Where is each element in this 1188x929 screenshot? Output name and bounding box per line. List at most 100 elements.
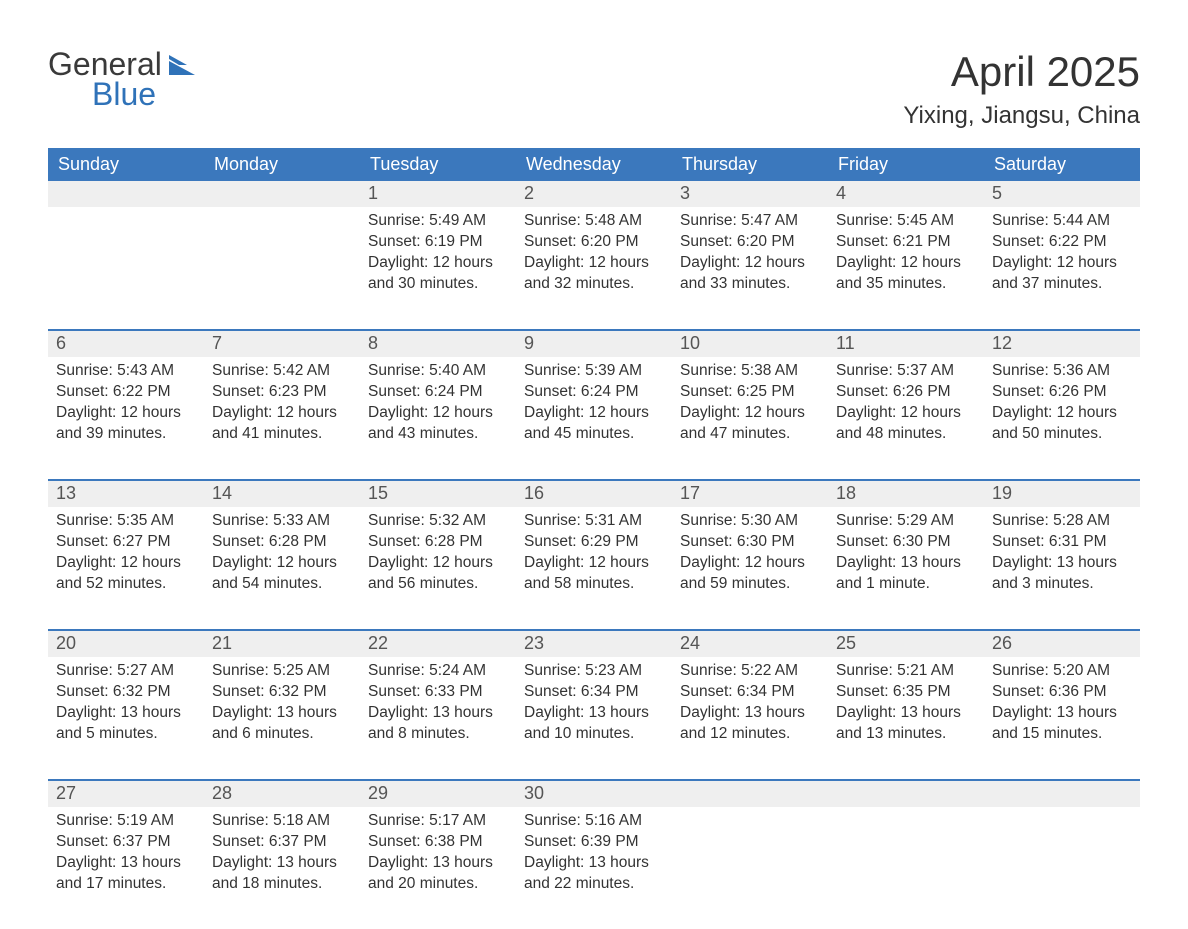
daylight-text: Daylight: 13 hours and 3 minutes. bbox=[992, 553, 1132, 595]
day-cell: 28Sunrise: 5:18 AMSunset: 6:37 PMDayligh… bbox=[204, 781, 360, 929]
day-body: Sunrise: 5:40 AMSunset: 6:24 PMDaylight:… bbox=[360, 357, 516, 455]
sunset-text: Sunset: 6:26 PM bbox=[992, 382, 1132, 403]
day-cell: 5Sunrise: 5:44 AMSunset: 6:22 PMDaylight… bbox=[984, 181, 1140, 329]
day-cell: 8Sunrise: 5:40 AMSunset: 6:24 PMDaylight… bbox=[360, 331, 516, 479]
dow-wednesday: Wednesday bbox=[516, 148, 672, 181]
day-cell: 10Sunrise: 5:38 AMSunset: 6:25 PMDayligh… bbox=[672, 331, 828, 479]
sunset-text: Sunset: 6:39 PM bbox=[524, 832, 664, 853]
day-cell: 15Sunrise: 5:32 AMSunset: 6:28 PMDayligh… bbox=[360, 481, 516, 629]
day-number: 21 bbox=[204, 631, 360, 657]
dow-sunday: Sunday bbox=[48, 148, 204, 181]
sunrise-text: Sunrise: 5:47 AM bbox=[680, 211, 820, 232]
sunset-text: Sunset: 6:36 PM bbox=[992, 682, 1132, 703]
sunrise-text: Sunrise: 5:28 AM bbox=[992, 511, 1132, 532]
sunset-text: Sunset: 6:30 PM bbox=[836, 532, 976, 553]
day-number: 23 bbox=[516, 631, 672, 657]
day-cell bbox=[984, 781, 1140, 929]
logo-text-block: General Blue bbox=[48, 48, 195, 110]
day-number: 7 bbox=[204, 331, 360, 357]
daylight-text: Daylight: 12 hours and 39 minutes. bbox=[56, 403, 196, 445]
day-body: Sunrise: 5:33 AMSunset: 6:28 PMDaylight:… bbox=[204, 507, 360, 605]
day-body: Sunrise: 5:25 AMSunset: 6:32 PMDaylight:… bbox=[204, 657, 360, 755]
day-body: Sunrise: 5:37 AMSunset: 6:26 PMDaylight:… bbox=[828, 357, 984, 455]
day-body bbox=[204, 207, 360, 221]
day-body: Sunrise: 5:28 AMSunset: 6:31 PMDaylight:… bbox=[984, 507, 1140, 605]
sunset-text: Sunset: 6:22 PM bbox=[992, 232, 1132, 253]
day-cell: 30Sunrise: 5:16 AMSunset: 6:39 PMDayligh… bbox=[516, 781, 672, 929]
daylight-text: Daylight: 13 hours and 6 minutes. bbox=[212, 703, 352, 745]
day-cell: 29Sunrise: 5:17 AMSunset: 6:38 PMDayligh… bbox=[360, 781, 516, 929]
day-cell: 20Sunrise: 5:27 AMSunset: 6:32 PMDayligh… bbox=[48, 631, 204, 779]
daylight-text: Daylight: 12 hours and 33 minutes. bbox=[680, 253, 820, 295]
daylight-text: Daylight: 13 hours and 22 minutes. bbox=[524, 853, 664, 895]
day-cell: 27Sunrise: 5:19 AMSunset: 6:37 PMDayligh… bbox=[48, 781, 204, 929]
sunrise-text: Sunrise: 5:23 AM bbox=[524, 661, 664, 682]
day-body: Sunrise: 5:42 AMSunset: 6:23 PMDaylight:… bbox=[204, 357, 360, 455]
sunset-text: Sunset: 6:28 PM bbox=[368, 532, 508, 553]
daylight-text: Daylight: 13 hours and 12 minutes. bbox=[680, 703, 820, 745]
title-block: April 2025 Yixing, Jiangsu, China bbox=[903, 48, 1140, 130]
day-number: 10 bbox=[672, 331, 828, 357]
daylight-text: Daylight: 12 hours and 37 minutes. bbox=[992, 253, 1132, 295]
sunrise-text: Sunrise: 5:31 AM bbox=[524, 511, 664, 532]
sunset-text: Sunset: 6:38 PM bbox=[368, 832, 508, 853]
sunrise-text: Sunrise: 5:37 AM bbox=[836, 361, 976, 382]
day-cell: 12Sunrise: 5:36 AMSunset: 6:26 PMDayligh… bbox=[984, 331, 1140, 479]
daylight-text: Daylight: 12 hours and 45 minutes. bbox=[524, 403, 664, 445]
day-body bbox=[828, 807, 984, 821]
day-number: 16 bbox=[516, 481, 672, 507]
day-body bbox=[984, 807, 1140, 821]
sunrise-text: Sunrise: 5:20 AM bbox=[992, 661, 1132, 682]
sunset-text: Sunset: 6:33 PM bbox=[368, 682, 508, 703]
sunset-text: Sunset: 6:20 PM bbox=[680, 232, 820, 253]
day-body: Sunrise: 5:44 AMSunset: 6:22 PMDaylight:… bbox=[984, 207, 1140, 305]
sunrise-text: Sunrise: 5:33 AM bbox=[212, 511, 352, 532]
sunrise-text: Sunrise: 5:36 AM bbox=[992, 361, 1132, 382]
sunset-text: Sunset: 6:20 PM bbox=[524, 232, 664, 253]
day-body: Sunrise: 5:23 AMSunset: 6:34 PMDaylight:… bbox=[516, 657, 672, 755]
day-cell: 26Sunrise: 5:20 AMSunset: 6:36 PMDayligh… bbox=[984, 631, 1140, 779]
day-number bbox=[672, 781, 828, 807]
day-cell: 18Sunrise: 5:29 AMSunset: 6:30 PMDayligh… bbox=[828, 481, 984, 629]
sunset-text: Sunset: 6:31 PM bbox=[992, 532, 1132, 553]
sunrise-text: Sunrise: 5:22 AM bbox=[680, 661, 820, 682]
day-number: 24 bbox=[672, 631, 828, 657]
sunrise-text: Sunrise: 5:45 AM bbox=[836, 211, 976, 232]
sunrise-text: Sunrise: 5:25 AM bbox=[212, 661, 352, 682]
day-number: 29 bbox=[360, 781, 516, 807]
day-number bbox=[828, 781, 984, 807]
day-number: 20 bbox=[48, 631, 204, 657]
day-number: 27 bbox=[48, 781, 204, 807]
sunrise-text: Sunrise: 5:49 AM bbox=[368, 211, 508, 232]
daylight-text: Daylight: 13 hours and 20 minutes. bbox=[368, 853, 508, 895]
day-number bbox=[984, 781, 1140, 807]
day-number: 2 bbox=[516, 181, 672, 207]
sunset-text: Sunset: 6:37 PM bbox=[212, 832, 352, 853]
week-row: 6Sunrise: 5:43 AMSunset: 6:22 PMDaylight… bbox=[48, 329, 1140, 479]
day-body: Sunrise: 5:35 AMSunset: 6:27 PMDaylight:… bbox=[48, 507, 204, 605]
day-number: 13 bbox=[48, 481, 204, 507]
sunrise-text: Sunrise: 5:27 AM bbox=[56, 661, 196, 682]
sunset-text: Sunset: 6:37 PM bbox=[56, 832, 196, 853]
day-cell: 11Sunrise: 5:37 AMSunset: 6:26 PMDayligh… bbox=[828, 331, 984, 479]
day-cell: 7Sunrise: 5:42 AMSunset: 6:23 PMDaylight… bbox=[204, 331, 360, 479]
weeks-container: 1Sunrise: 5:49 AMSunset: 6:19 PMDaylight… bbox=[48, 181, 1140, 929]
day-body: Sunrise: 5:45 AMSunset: 6:21 PMDaylight:… bbox=[828, 207, 984, 305]
daylight-text: Daylight: 13 hours and 17 minutes. bbox=[56, 853, 196, 895]
logo-flag-icon bbox=[169, 55, 195, 75]
day-number: 19 bbox=[984, 481, 1140, 507]
week-row: 27Sunrise: 5:19 AMSunset: 6:37 PMDayligh… bbox=[48, 779, 1140, 929]
day-body: Sunrise: 5:16 AMSunset: 6:39 PMDaylight:… bbox=[516, 807, 672, 905]
sunrise-text: Sunrise: 5:30 AM bbox=[680, 511, 820, 532]
sunset-text: Sunset: 6:28 PM bbox=[212, 532, 352, 553]
day-cell: 3Sunrise: 5:47 AMSunset: 6:20 PMDaylight… bbox=[672, 181, 828, 329]
day-cell bbox=[48, 181, 204, 329]
day-cell: 1Sunrise: 5:49 AMSunset: 6:19 PMDaylight… bbox=[360, 181, 516, 329]
sunrise-text: Sunrise: 5:44 AM bbox=[992, 211, 1132, 232]
day-number: 26 bbox=[984, 631, 1140, 657]
day-cell: 24Sunrise: 5:22 AMSunset: 6:34 PMDayligh… bbox=[672, 631, 828, 779]
day-cell bbox=[204, 181, 360, 329]
daylight-text: Daylight: 12 hours and 52 minutes. bbox=[56, 553, 196, 595]
day-number bbox=[48, 181, 204, 207]
sunrise-text: Sunrise: 5:24 AM bbox=[368, 661, 508, 682]
